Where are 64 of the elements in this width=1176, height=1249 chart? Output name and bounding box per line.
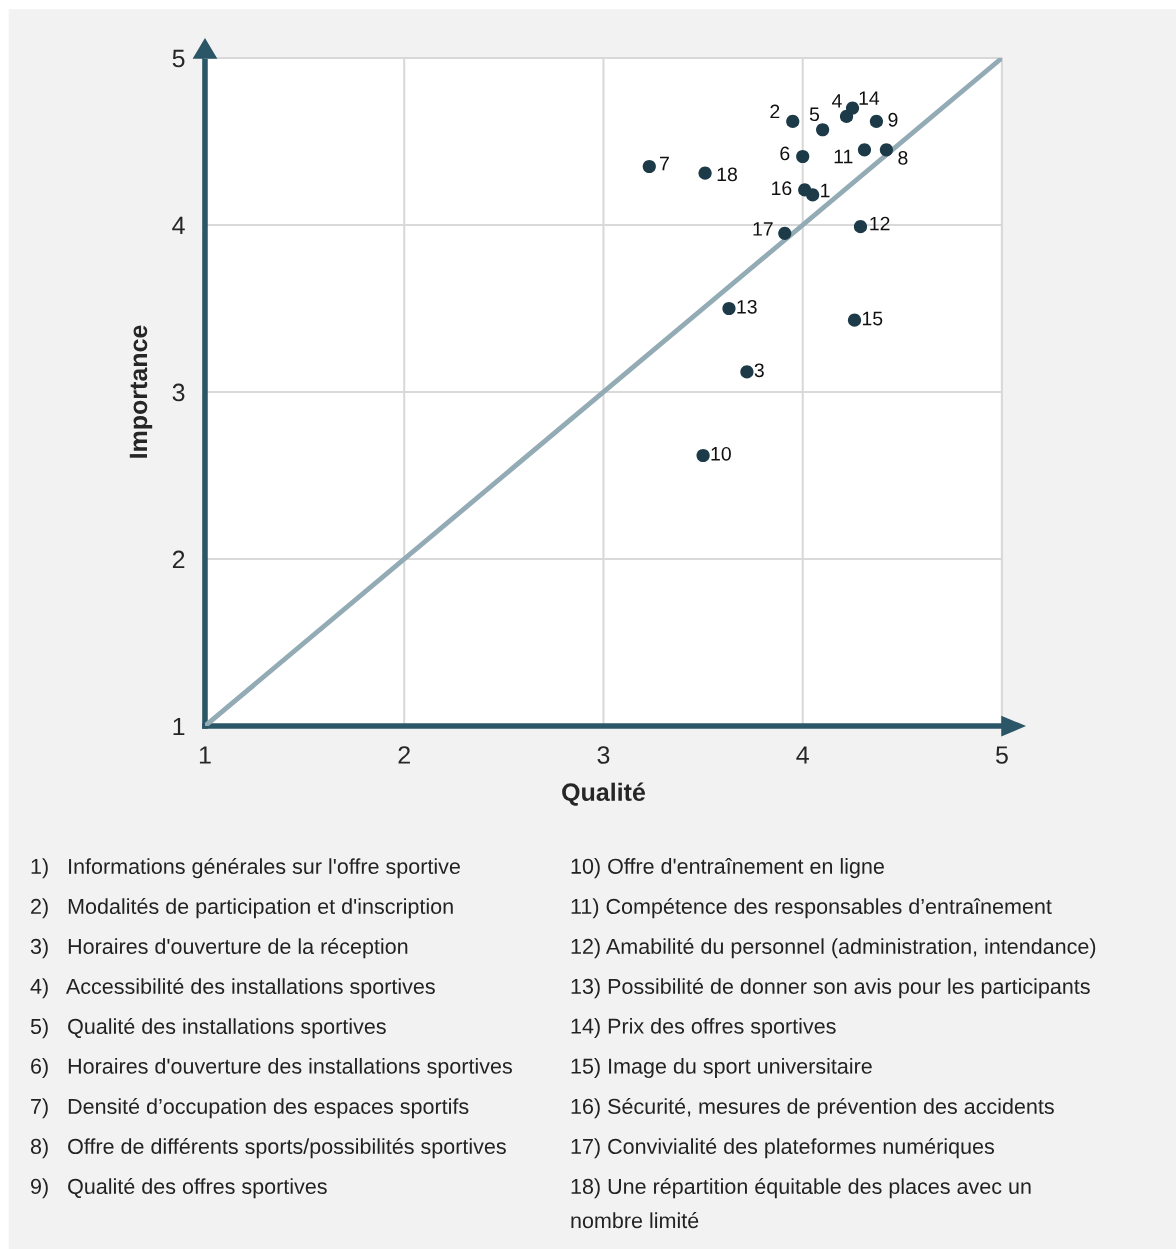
point	[740, 365, 754, 379]
y-tick-label: 2	[172, 550, 185, 569]
text: 1) Informations générales sur l'offre sportive	[31, 858, 460, 879]
point	[698, 166, 712, 180]
text: 8) Offre de différents sports/possibilités sportives	[30, 1138, 506, 1159]
text: 10) Offre d'entraînement en ligne	[571, 858, 884, 879]
annotation: 4	[832, 94, 842, 108]
text: 5) Qualité des installations sportives	[30, 1018, 386, 1039]
text: 3) Horaires d'ouverture de la réception	[30, 938, 408, 959]
text: 18) Une répartition équitable des places avec un nombre limité	[571, 1178, 1031, 1229]
point	[796, 149, 810, 164]
annotation: 3	[754, 363, 764, 378]
annotation: 13	[737, 299, 757, 314]
text: 6) Horaires d'ouverture des installations sportives	[31, 1058, 512, 1079]
text: 14) Prix des offres sportives	[571, 1018, 836, 1039]
x-tick-label: 3	[597, 746, 610, 764]
point	[696, 448, 710, 463]
annotation: 10	[711, 446, 731, 461]
y-tick-label: 4	[172, 216, 185, 235]
annotation: 12	[870, 216, 890, 231]
y-axis-title: Importance	[129, 325, 153, 458]
text: 11) Compétence des responsables d’entraînement	[571, 898, 1052, 919]
y-tick-label: 5	[172, 49, 185, 68]
annotation: 9	[888, 112, 898, 127]
annotation: 2	[770, 104, 780, 119]
text: 17) Convivialité des plateformes numériques	[571, 1138, 995, 1159]
annotation: 7	[660, 156, 669, 171]
annotation: 17	[753, 222, 773, 236]
annotation: 11	[834, 149, 853, 164]
text: 15) Image du sport universitaire	[571, 1058, 872, 1079]
annotation: 1	[821, 183, 830, 198]
point	[642, 159, 656, 174]
y-tick-label: 3	[172, 383, 185, 402]
point	[879, 143, 893, 157]
point	[816, 123, 830, 137]
x-tick-label: 1	[199, 746, 211, 764]
text: 12) Amabilité du personnel (administration, intendance)	[571, 938, 1096, 959]
text: 7) Densité d’occupation des espaces sportifs	[31, 1098, 469, 1119]
point	[857, 143, 872, 157]
annotation: 15	[862, 311, 883, 326]
point	[786, 114, 800, 129]
annotation: 16	[772, 181, 792, 196]
point	[722, 301, 736, 316]
annotation: 14	[859, 91, 880, 105]
point	[845, 101, 860, 115]
x-tick-label: 4	[796, 746, 809, 764]
text: 13) Possibilité de donner son avis pour les participants	[571, 978, 1090, 999]
annotation: 8	[898, 150, 908, 165]
point	[798, 183, 812, 197]
y-tick-label: 1	[173, 717, 185, 736]
annotation: 6	[780, 146, 790, 161]
text: 2) Modalités de participation et d'inscription	[31, 898, 453, 919]
point	[853, 220, 868, 234]
x-tick-label: 2	[398, 746, 410, 764]
point	[847, 313, 862, 327]
annotation: 5	[809, 107, 820, 122]
text: 4) Accessibilité des installations sportives	[30, 978, 435, 999]
annotation: 18	[717, 167, 737, 182]
point	[869, 114, 884, 129]
x-axis-title: Qualité	[562, 782, 645, 806]
text: 16) Sécurité, mesures de prévention des accidents	[571, 1098, 1054, 1119]
text: 9) Qualité des offres sportives	[31, 1178, 327, 1199]
x-tick-label: 5	[996, 746, 1008, 764]
point	[778, 226, 792, 240]
